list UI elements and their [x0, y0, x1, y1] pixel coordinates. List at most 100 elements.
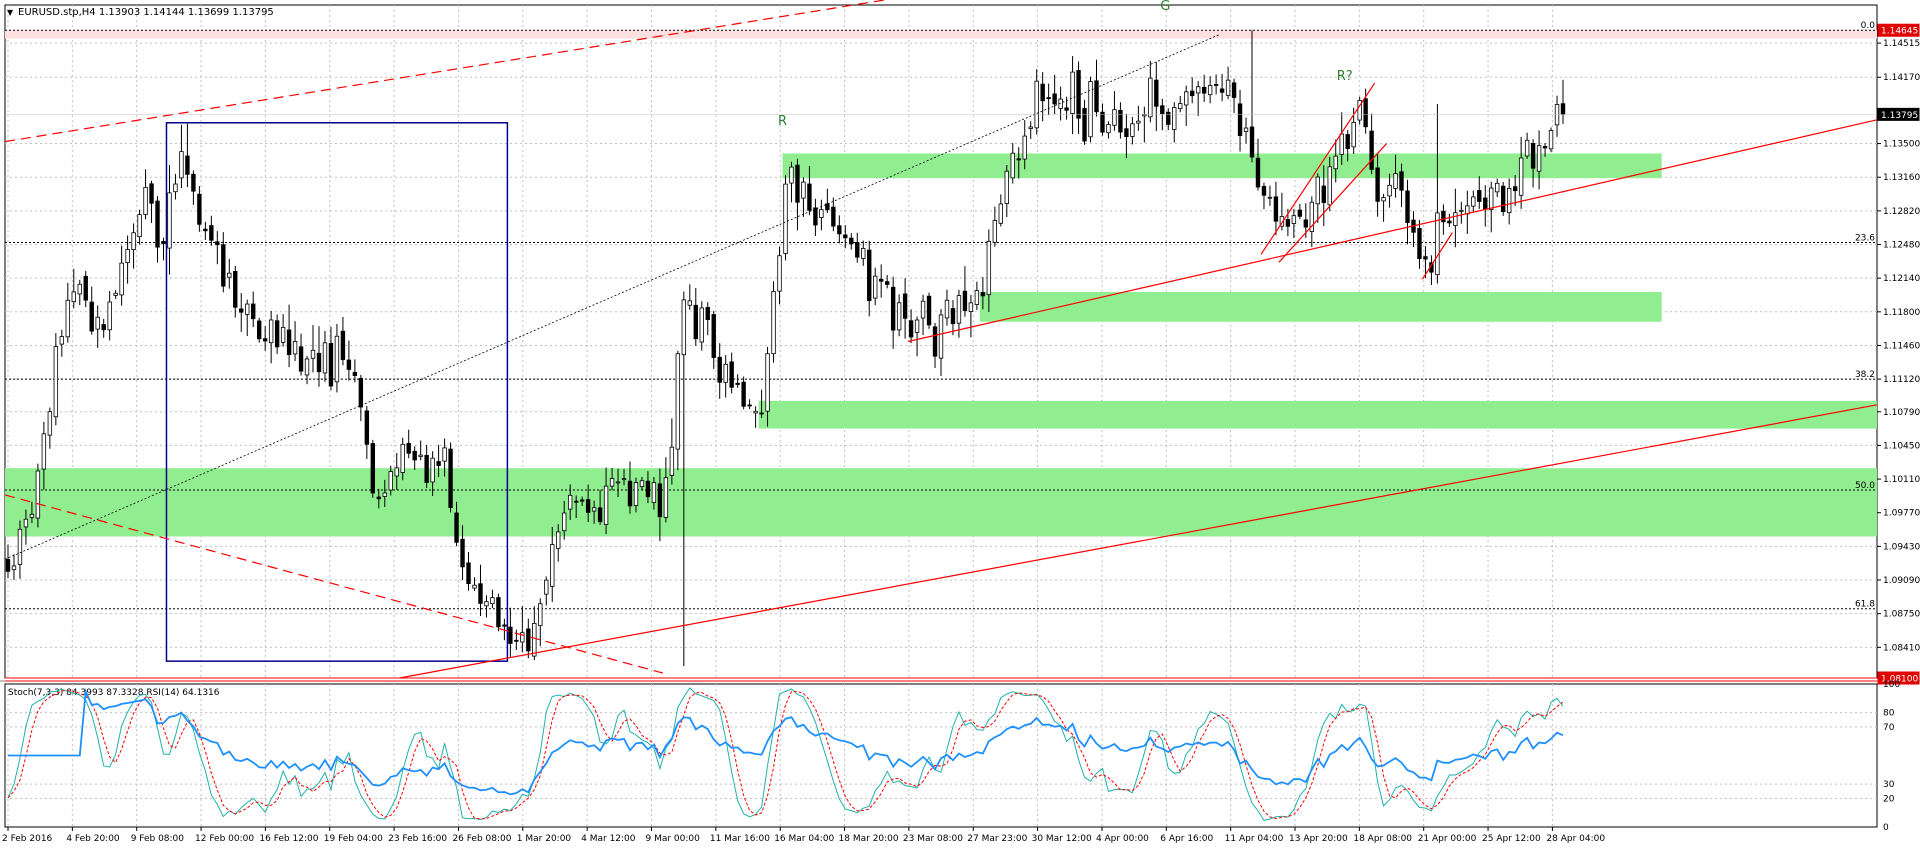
candle[interactable] [227, 258, 232, 289]
candle[interactable] [795, 158, 800, 231]
candle[interactable] [17, 520, 23, 579]
candle[interactable] [185, 123, 190, 188]
candle[interactable] [914, 316, 920, 357]
candle[interactable] [681, 291, 687, 667]
candle[interactable] [1536, 130, 1542, 190]
candle[interactable] [615, 468, 621, 498]
candle[interactable] [376, 488, 381, 509]
candle[interactable] [161, 237, 166, 261]
candle[interactable] [675, 350, 681, 471]
candle[interactable] [59, 329, 65, 357]
candle[interactable] [149, 180, 154, 224]
trend-line[interactable] [1421, 232, 1453, 280]
candle[interactable] [1512, 175, 1518, 206]
candle[interactable] [1166, 108, 1171, 131]
candle[interactable] [1148, 60, 1153, 123]
candle[interactable] [430, 451, 435, 497]
candle[interactable] [412, 446, 417, 470]
candle[interactable] [825, 188, 830, 214]
candle[interactable] [53, 333, 59, 426]
candle[interactable] [1201, 74, 1207, 102]
candle[interactable] [328, 326, 334, 391]
candle[interactable] [1010, 143, 1015, 184]
candle[interactable] [1339, 112, 1344, 165]
candle[interactable] [340, 316, 346, 366]
candle[interactable] [896, 294, 902, 337]
candle[interactable] [544, 576, 549, 606]
candle[interactable] [370, 439, 376, 498]
candle[interactable] [298, 333, 304, 376]
candle[interactable] [65, 282, 70, 343]
candle[interactable] [1124, 113, 1129, 159]
trend-line[interactable] [907, 119, 1878, 343]
candle[interactable] [35, 463, 41, 528]
candle[interactable] [1207, 76, 1213, 104]
candle[interactable] [759, 389, 764, 418]
candle[interactable] [789, 161, 794, 203]
candle[interactable] [358, 374, 364, 422]
candle[interactable] [1518, 136, 1524, 209]
candle[interactable] [639, 476, 645, 491]
candle[interactable] [1399, 163, 1404, 208]
candle[interactable] [215, 231, 220, 265]
candle[interactable] [645, 471, 651, 503]
candle[interactable] [23, 509, 29, 545]
candle[interactable] [454, 501, 459, 546]
candle[interactable] [807, 166, 812, 216]
candle[interactable] [310, 325, 316, 373]
candle[interactable] [843, 225, 848, 249]
candle[interactable] [286, 304, 292, 368]
candle[interactable] [1028, 121, 1033, 139]
candle[interactable] [723, 355, 728, 398]
stoch-signal-line[interactable] [7, 690, 1564, 820]
rsi-line[interactable] [8, 687, 1564, 796]
candle[interactable] [938, 309, 944, 376]
candle[interactable] [496, 593, 501, 632]
candle[interactable] [1261, 182, 1267, 210]
candle[interactable] [621, 469, 627, 486]
candle[interactable] [687, 284, 692, 310]
candle[interactable] [197, 186, 202, 232]
candle[interactable] [1459, 201, 1464, 224]
candle[interactable] [968, 294, 974, 338]
candle[interactable] [173, 173, 178, 200]
candle[interactable] [1393, 154, 1398, 198]
candle[interactable] [532, 606, 537, 661]
candle[interactable] [783, 175, 788, 261]
candle[interactable] [448, 442, 453, 513]
candle[interactable] [47, 407, 53, 449]
candle[interactable] [550, 526, 555, 602]
candle[interactable] [490, 589, 495, 609]
candle[interactable] [442, 438, 447, 477]
candle[interactable] [1315, 173, 1320, 223]
candle[interactable] [1195, 81, 1201, 117]
candle[interactable] [424, 444, 429, 489]
candle[interactable] [1112, 91, 1117, 131]
candle[interactable] [705, 302, 710, 336]
support-resistance-zone[interactable] [979, 292, 1662, 322]
candle[interactable] [382, 479, 387, 508]
candle[interactable] [155, 196, 160, 263]
candle[interactable] [801, 177, 806, 217]
candle[interactable] [1178, 95, 1183, 113]
candle[interactable] [926, 292, 932, 329]
candle[interactable] [1219, 73, 1225, 102]
candle[interactable] [221, 232, 226, 293]
candle[interactable] [292, 321, 298, 362]
candle[interactable] [1369, 113, 1374, 175]
candle[interactable] [1471, 190, 1476, 213]
candle[interactable] [406, 429, 411, 459]
candle[interactable] [274, 314, 280, 354]
candle[interactable] [567, 484, 573, 520]
candle[interactable] [771, 281, 776, 363]
candle[interactable] [1447, 213, 1452, 227]
candle[interactable] [729, 352, 734, 394]
candle[interactable] [1154, 62, 1159, 131]
candle[interactable] [1082, 99, 1087, 145]
candle[interactable] [1279, 192, 1285, 231]
candle[interactable] [884, 275, 890, 289]
candle[interactable] [753, 406, 758, 428]
candle[interactable] [508, 607, 513, 657]
candle[interactable] [5, 544, 11, 579]
candle[interactable] [11, 554, 17, 580]
